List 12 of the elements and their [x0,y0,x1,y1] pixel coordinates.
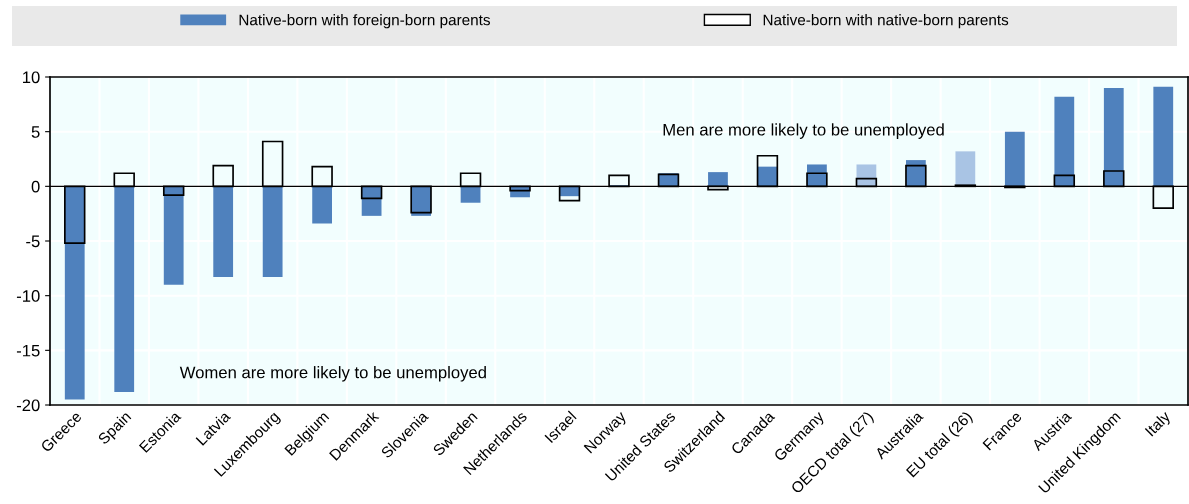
y-tick-label: -15 [16,344,40,357]
y-tick-label: -10 [16,290,40,302]
y-tick-label: -20 [16,399,40,412]
y-tick-label: 5 [31,126,40,138]
y-tick-label: -5 [26,235,40,248]
y-tick-label: 10 [23,71,40,84]
annotation: Men are more likely to be unemployed [663,123,944,139]
legend-label: Native-born with native-born parents [763,14,1009,29]
y-tick-label: 0 [31,180,40,193]
legend-label: Native-born with foreign-born parents [239,14,490,29]
annotation: Women are more likely to be unemployed [179,366,486,382]
x-tick-label: Italy [1144,409,1174,439]
